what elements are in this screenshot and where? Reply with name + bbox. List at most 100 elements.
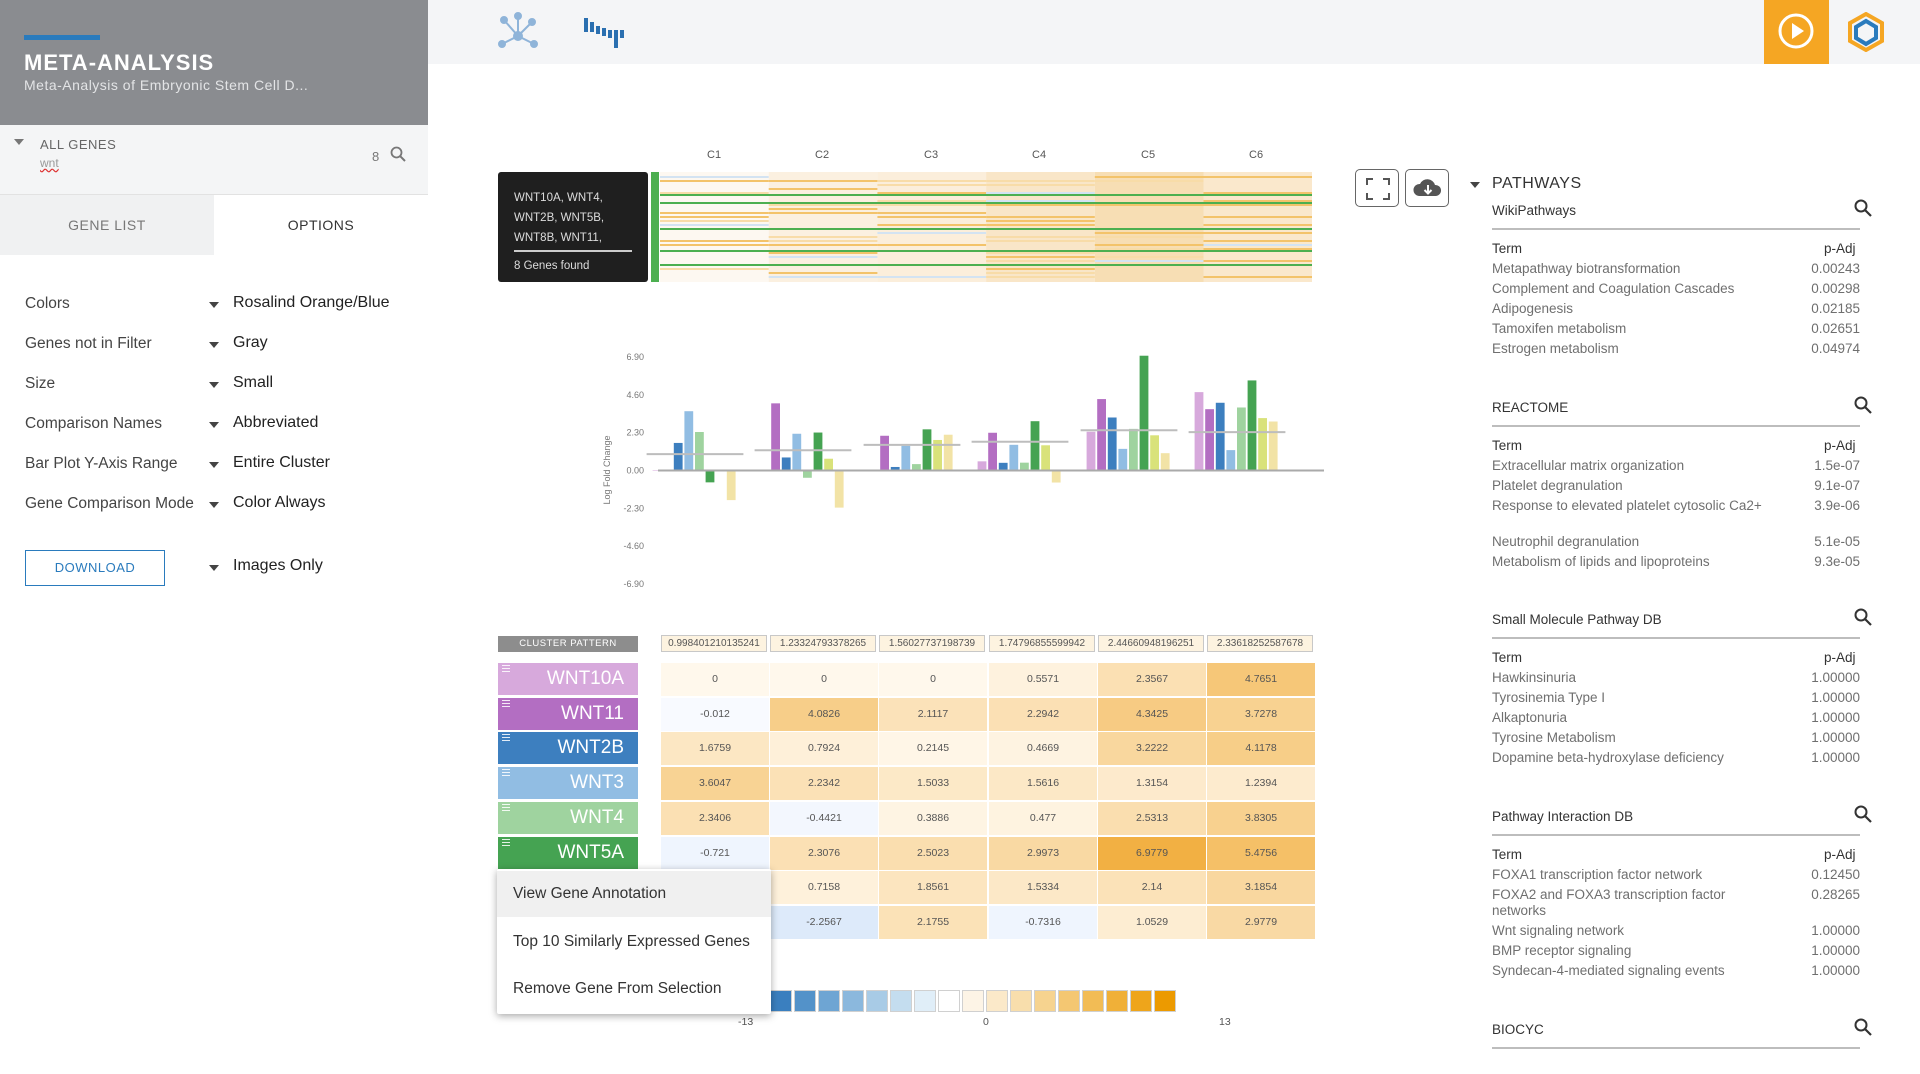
caret-down-icon[interactable] — [209, 502, 219, 508]
option-bar-plot-y-axis-range[interactable]: Bar Plot Y-Axis Range Entire Cluster — [25, 453, 425, 477]
heatmap-cell[interactable]: 4.1178 — [1207, 732, 1315, 766]
pathway-term[interactable]: Wnt signaling network — [1492, 923, 1625, 938]
pathway-term[interactable]: Tyrosinemia Type I — [1492, 690, 1606, 705]
heatmap-cell[interactable]: 4.3425 — [1098, 697, 1206, 731]
bar-wnt4-c6[interactable] — [1237, 407, 1246, 471]
option-value[interactable]: Abbreviated — [233, 414, 319, 431]
menu-icon[interactable] — [502, 769, 510, 777]
bar-wnt2b-c2[interactable] — [781, 457, 791, 471]
heatmap-cell[interactable]: 1.8561 — [879, 871, 987, 905]
gene-label[interactable]: WNT5A — [498, 836, 638, 869]
bar-wnt5b-c4[interactable] — [1041, 445, 1050, 471]
bar-wnt5a-c1[interactable] — [705, 470, 715, 483]
tab-options[interactable]: OPTIONS — [214, 195, 428, 255]
bar-wnt5b-c5[interactable] — [1150, 435, 1159, 471]
heatmap-cell[interactable]: 3.1854 — [1207, 871, 1315, 905]
heatmap-cell[interactable]: 3.6047 — [661, 767, 769, 801]
pathway-term[interactable]: Extracellular matrix organization — [1492, 458, 1685, 473]
bar-wnt5b-c3[interactable] — [933, 439, 942, 471]
heatmap-cell[interactable]: -2.2567 — [770, 905, 878, 939]
heatmap-cell[interactable]: -0.721 — [661, 836, 769, 870]
option-value[interactable]: Rosalind Orange/Blue — [233, 294, 390, 311]
heatmap-cell[interactable]: 2.5023 — [879, 836, 987, 870]
search-icon[interactable] — [390, 146, 406, 167]
bar-wnt2b-c5[interactable] — [1107, 417, 1117, 471]
heatmap-cell[interactable]: 0.2145 — [879, 732, 987, 766]
pathway-term[interactable]: Adipogenesis — [1492, 301, 1574, 316]
bar-wnt2b-c3[interactable] — [890, 466, 900, 471]
bar-wnt11-c5[interactable] — [1097, 399, 1106, 471]
pathway-term[interactable]: Hawkinsinuria — [1492, 670, 1577, 685]
pathway-term[interactable]: FOXA2 and FOXA3 transcription factor net… — [1492, 887, 1726, 918]
bar-wnt8b-c5[interactable] — [1160, 453, 1170, 471]
caret-down-icon[interactable] — [1470, 182, 1480, 188]
heatmap-cell[interactable]: -0.7316 — [989, 905, 1097, 939]
bar-wnt11-c4[interactable] — [988, 432, 997, 471]
pathway-term[interactable]: Syndecan-4-mediated signaling events — [1492, 963, 1725, 978]
option-size[interactable]: Size Small — [25, 373, 425, 397]
bar-wnt2b-c4[interactable] — [998, 462, 1008, 471]
run-button[interactable] — [1764, 0, 1829, 64]
heatmap-cell[interactable]: 3.8305 — [1207, 801, 1315, 835]
pathway-term[interactable]: Tamoxifen metabolism — [1492, 321, 1627, 336]
caret-down-icon[interactable] — [209, 382, 219, 388]
heatmap-cell[interactable]: 0.477 — [989, 801, 1097, 835]
bar-wnt3-c6[interactable] — [1226, 450, 1236, 471]
option-value[interactable]: Gray — [233, 334, 268, 351]
bar-wnt4-c1[interactable] — [695, 431, 704, 471]
heatmap-cell[interactable]: 1.5334 — [989, 871, 1097, 905]
pathway-term[interactable]: Neutrophil degranulation — [1492, 534, 1640, 549]
menu-icon[interactable] — [502, 803, 510, 812]
heatmap-cell[interactable]: 0.3886 — [879, 801, 987, 835]
menu-icon[interactable] — [502, 838, 510, 847]
menu-icon[interactable] — [502, 665, 510, 673]
bar-wnt8b-c3[interactable] — [943, 434, 953, 471]
heatmap-cell[interactable]: 0 — [879, 663, 987, 696]
heatmap-cell[interactable]: 1.0529 — [1098, 905, 1206, 939]
caret-down-icon[interactable] — [209, 462, 219, 468]
pathway-term[interactable]: Metapathway biotransformation — [1492, 261, 1681, 276]
heatmap-cell[interactable]: 6.9779 — [1098, 836, 1206, 870]
caret-down-icon[interactable] — [209, 422, 219, 428]
gene-label[interactable]: WNT2B — [498, 732, 638, 765]
bar-wnt4-c4[interactable] — [1020, 462, 1029, 471]
bar-wnt10a-c5[interactable] — [1086, 431, 1096, 471]
menu-item-remove-gene[interactable]: Remove Gene From Selection — [513, 980, 722, 997]
pathway-term[interactable]: Alkaptonuria — [1492, 710, 1568, 725]
bar-wnt3-c1[interactable] — [684, 411, 694, 471]
option-value[interactable]: Color Always — [233, 494, 326, 511]
pathway-term[interactable]: Metabolism of lipids and lipoproteins — [1492, 554, 1710, 569]
heatmap-cell[interactable]: -0.012 — [661, 697, 769, 731]
heatmap-cell[interactable]: 0 — [770, 663, 878, 696]
bar-wnt3-c4[interactable] — [1009, 444, 1019, 471]
heatmap-cell[interactable]: 0.7158 — [770, 871, 878, 905]
heatmap-cell[interactable]: 1.2394 — [1207, 767, 1315, 801]
heatmap-cell[interactable]: 0.4669 — [989, 732, 1097, 766]
heatmap-cell[interactable]: 2.5313 — [1098, 801, 1206, 835]
pathway-term[interactable]: BMP receptor signaling — [1492, 943, 1632, 958]
pathway-term[interactable]: Estrogen metabolism — [1492, 341, 1619, 356]
bar-wnt8b-c6[interactable] — [1268, 421, 1278, 471]
heatmap-cell[interactable]: 1.5033 — [879, 767, 987, 801]
export-button[interactable] — [1405, 169, 1449, 207]
caret-down-icon[interactable] — [14, 139, 24, 145]
pathway-term[interactable]: Platelet degranulation — [1492, 478, 1623, 493]
menu-item-view-annotation[interactable]: View Gene Annotation — [497, 871, 771, 917]
heatmap-cell[interactable]: 5.4756 — [1207, 836, 1315, 870]
option-colors[interactable]: Colors Rosalind Orange/Blue — [25, 293, 425, 317]
pathway-term[interactable]: Response to elevated platelet cytosolic … — [1492, 498, 1762, 513]
heatmap-cell[interactable]: 2.3406 — [661, 801, 769, 835]
heatmap-cell[interactable]: 4.7651 — [1207, 663, 1315, 696]
bar-wnt5a-c4[interactable] — [1030, 421, 1040, 471]
option-comparison-names[interactable]: Comparison Names Abbreviated — [25, 413, 425, 437]
gene-label[interactable]: WNT4 — [498, 801, 638, 834]
bar-wnt3-c3[interactable] — [901, 445, 911, 471]
option-gene-comparison-mode[interactable]: Gene Comparison Mode Color Always — [25, 493, 425, 517]
bar-wnt10a-c4[interactable] — [977, 461, 987, 471]
option-genes-not-in-filter[interactable]: Genes not in Filter Gray — [25, 333, 425, 357]
pathway-term[interactable]: Dopamine beta-hydroxylase deficiency — [1492, 750, 1724, 765]
bar-wnt5b-c6[interactable] — [1258, 418, 1267, 471]
heatmap-cell[interactable]: 4.0826 — [770, 697, 878, 731]
heatmap-cell[interactable]: 2.1755 — [879, 905, 987, 939]
caret-down-icon[interactable] — [209, 342, 219, 348]
